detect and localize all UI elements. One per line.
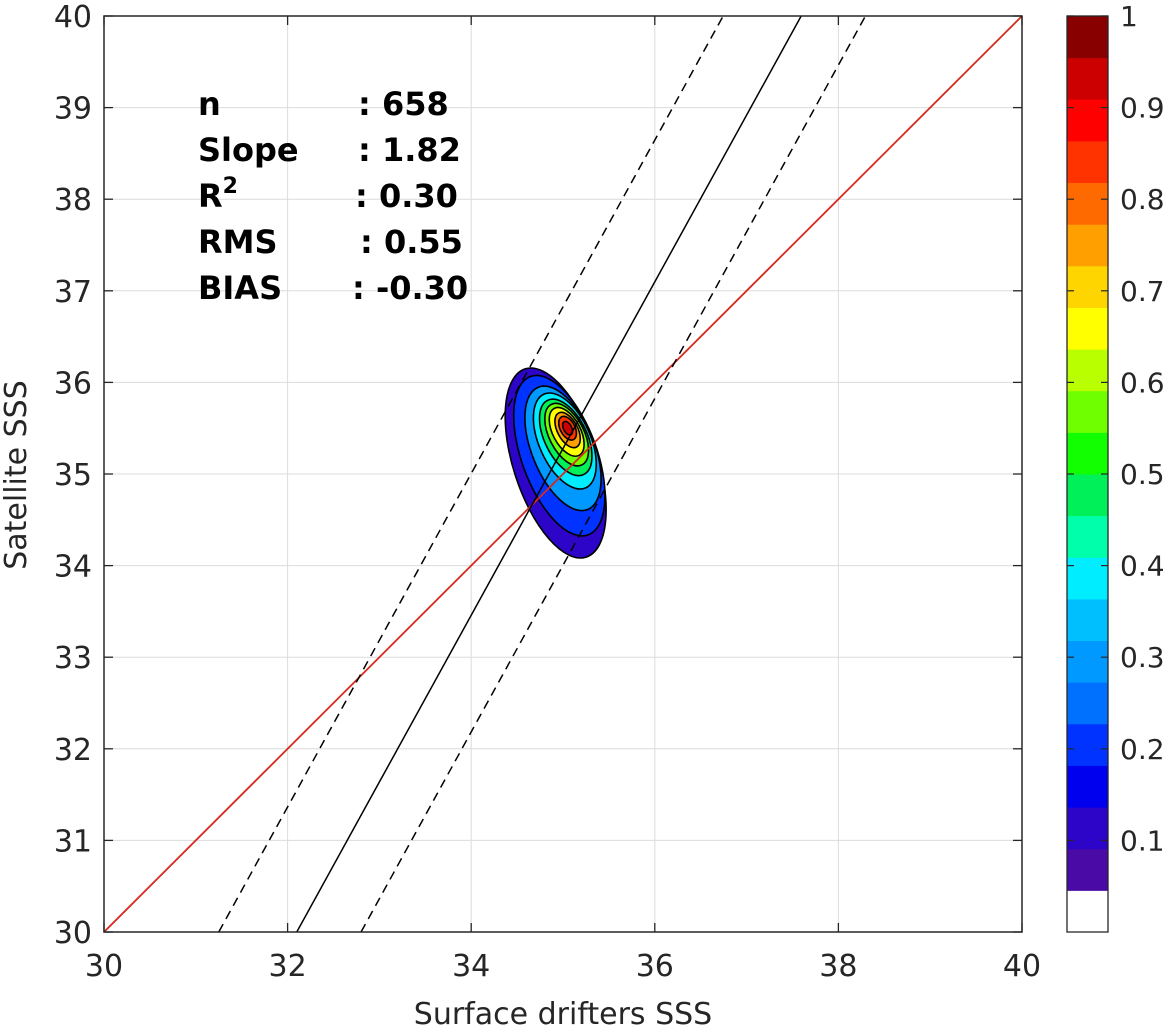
colorbar-segment: [1067, 265, 1108, 308]
colorbar-tick-label: 0.5: [1120, 458, 1165, 491]
colorbar-segment: [1067, 57, 1108, 100]
stat-value: : 658: [358, 85, 449, 123]
regression-line: [296, 16, 802, 932]
stat-label: n: [198, 85, 221, 123]
stat-value: : 1.82: [358, 131, 461, 169]
colorbar-segment: [1067, 598, 1108, 642]
y-tick-label: 38: [54, 183, 92, 218]
x-tick-label: 36: [636, 949, 674, 984]
colorbar-segment: [1067, 682, 1108, 725]
y-axis-ticks: 30 31 32 33 34 35 36 37 38 39 40: [54, 0, 1022, 951]
colorbar-segment: [1067, 557, 1108, 600]
rms-lower-line: [360, 16, 867, 932]
colorbar-tick-label: 0.7: [1120, 275, 1165, 308]
colorbar: 0.1 0.2 0.3 0.4 0.5 0.6 0.7 0.8 0.9 1: [1066, 0, 1165, 933]
colorbar-segment: [1067, 765, 1108, 808]
x-tick-label: 40: [1003, 949, 1041, 984]
colorbar-segment: [1067, 807, 1108, 850]
x-tick-label: 34: [452, 949, 490, 984]
colorbar-segment: [1067, 182, 1108, 225]
y-tick-label: 33: [54, 641, 92, 676]
reference-lines: [104, 16, 1022, 932]
x-tick-label: 32: [269, 949, 307, 984]
y-tick-label: 40: [54, 0, 92, 35]
colorbar-segment: [1067, 140, 1108, 184]
colorbar-segment: [1067, 16, 1108, 59]
colorbar-tick-label: 0.2: [1120, 733, 1165, 766]
stat-value: : -0.30: [352, 269, 468, 307]
y-tick-label: 31: [54, 824, 92, 859]
colorbar-segment: [1067, 307, 1108, 350]
y-tick-label: 30: [54, 916, 92, 951]
colorbar-tick-label: 0.8: [1120, 183, 1165, 216]
x-axis-ticks: 30 32 34 36 38 40: [85, 16, 1041, 984]
colorbar-segment: [1067, 848, 1108, 891]
colorbar-segment: [1067, 890, 1108, 933]
stat-label: RMS: [198, 223, 278, 261]
stat-value: : 0.55: [360, 223, 463, 261]
colorbar-tick-label: 0.4: [1120, 550, 1165, 583]
one-to-one-line: [104, 16, 1022, 932]
y-tick-label: 32: [54, 733, 92, 768]
colorbar-segment: [1067, 390, 1108, 433]
x-tick-label: 30: [85, 949, 123, 984]
colorbar-segment: [1067, 432, 1108, 475]
colorbar-segment: [1067, 515, 1108, 558]
y-tick-label: 37: [54, 275, 92, 310]
colorbar-segment: [1067, 99, 1108, 142]
y-tick-label: 34: [54, 550, 92, 585]
y-tick-label: 35: [54, 458, 92, 493]
colorbar-segment: [1067, 474, 1108, 517]
stat-label: BIAS: [198, 269, 282, 307]
x-axis-label: Surface drifters SSS: [414, 997, 712, 1028]
x-tick-label: 38: [819, 949, 857, 984]
colorbar-segment: [1067, 723, 1108, 766]
statistics-box: n : 658 Slope : 1.82 R2 : 0.30 RMS : 0.55 BIAS : …: [198, 85, 468, 307]
stat-value: : 0.30: [355, 177, 458, 215]
colorbar-tick-label: 0.1: [1120, 824, 1165, 857]
colorbar-tick-label: 0.3: [1120, 641, 1165, 674]
colorbar-segment: [1067, 349, 1108, 392]
y-tick-label: 36: [54, 366, 92, 401]
rms-upper-line: [218, 16, 724, 932]
grid-lines: [103, 15, 1023, 933]
stat-label: R2: [198, 174, 238, 215]
colorbar-tick-label: 0.9: [1120, 92, 1165, 125]
colorbar-segment: [1067, 224, 1108, 267]
colorbar-segment: [1067, 640, 1108, 683]
y-axis-label: Satellite SSS: [0, 380, 34, 570]
colorbar-tick-label: 1: [1120, 0, 1138, 33]
y-tick-label: 39: [54, 92, 92, 127]
colorbar-tick-label: 0.6: [1120, 366, 1165, 399]
stat-label: Slope: [198, 131, 299, 169]
